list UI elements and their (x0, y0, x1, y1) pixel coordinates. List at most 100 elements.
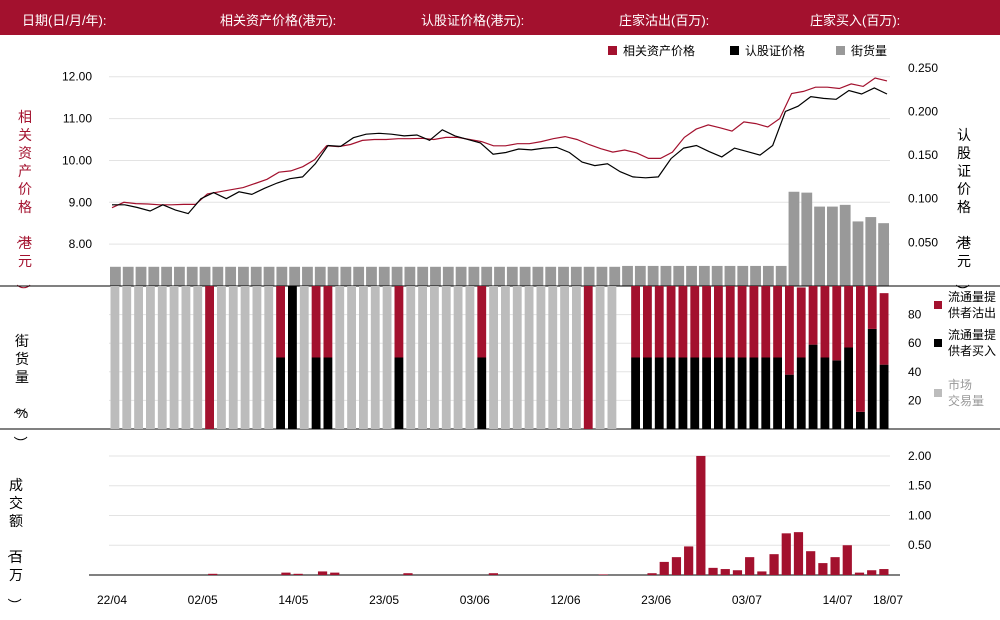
lp-buy-bar (288, 286, 297, 429)
lp-buy-bar (820, 357, 830, 429)
legend-marker (730, 46, 739, 55)
lp-buy-bar (867, 328, 877, 429)
legend-marker (608, 46, 617, 55)
outstanding-bar (737, 265, 749, 286)
market-volume-bar (465, 286, 475, 429)
outstanding-bar (852, 221, 864, 286)
outstanding-bar (494, 266, 505, 286)
outstanding-bar (558, 266, 569, 286)
market-volume-bar (217, 286, 226, 429)
turnover-bar (842, 545, 852, 575)
lp-buy-bar (714, 357, 723, 429)
outstanding-bar (430, 266, 441, 286)
outstanding-bar (634, 265, 646, 286)
legend-marker (934, 339, 942, 347)
lp-buy-bar (785, 374, 794, 429)
market-volume-bar (489, 286, 498, 429)
lp-buy-bar (643, 357, 652, 429)
outstanding-bar (660, 265, 672, 286)
lp-sell-bar (583, 286, 593, 429)
outstanding-bar (174, 266, 185, 286)
outstanding-bar (186, 266, 198, 286)
lp-sell-bar (394, 286, 404, 358)
lp-sell-bar (785, 286, 794, 375)
outstanding-bar (238, 266, 249, 286)
lp-buy-bar (844, 347, 853, 429)
lp-sell-bar (879, 293, 889, 365)
lp-sell-bar (808, 286, 818, 345)
market-volume-bar (347, 286, 356, 429)
pct-axis-tick: 20 (908, 393, 922, 407)
outstanding-bar (250, 266, 262, 286)
outstanding-bar (455, 266, 467, 286)
outstanding-bar (609, 266, 621, 286)
outstanding-bar (468, 266, 480, 286)
market-volume-bar (548, 286, 558, 429)
market-volume-bar (134, 286, 143, 429)
underlying-price-label: 相关资产价格(港元): (220, 13, 337, 28)
outstanding-bar (161, 266, 173, 286)
lp-buy-bar (678, 357, 688, 429)
outstanding-bar (775, 265, 787, 286)
turnover-bar (867, 570, 877, 575)
left-axis-tick: 9.00 (69, 195, 93, 209)
lp-buy-bar (749, 357, 759, 429)
lp-buy-bar (477, 357, 487, 429)
lp-buy-bar (654, 357, 664, 429)
legend-label: 市场 (948, 377, 972, 392)
lp-sell-bar (690, 286, 700, 358)
legend-label: 相关资产价格 (623, 43, 695, 58)
lp-sell-bar (856, 286, 865, 412)
market-volume-bar (252, 286, 262, 429)
lp-buy-bar (808, 344, 818, 429)
legend-label: 流通量提 (948, 327, 996, 342)
turnover-bar (696, 455, 706, 575)
lp-sell-bar (276, 286, 285, 358)
right-axis-tick: 0.200 (908, 104, 938, 118)
lp-sell-bar (773, 286, 782, 358)
legend-label: 供者沽出 (948, 306, 996, 320)
turnover-bar (659, 561, 669, 575)
lp-sell-bar (631, 286, 640, 358)
outstanding-bar (110, 266, 121, 286)
x-axis-tick: 23/05 (369, 593, 399, 607)
lp-buy-bar (690, 357, 700, 429)
outstanding-bar (686, 265, 697, 286)
turnover-bar (488, 573, 498, 575)
turnover-bar (330, 572, 340, 575)
outstanding-bar (519, 266, 531, 286)
turnover-bar (854, 572, 865, 575)
market-volume-bar (453, 286, 463, 429)
lp-buy-bar (394, 357, 404, 429)
market-volume-bar (406, 286, 416, 429)
x-axis-tick: 22/04 (97, 593, 127, 607)
market-volume-bar (595, 286, 605, 429)
x-axis-tick: 12/06 (550, 593, 580, 607)
turnover-bar (598, 574, 608, 575)
turnover-bar (403, 573, 413, 575)
x-axis-tick: 14/07 (823, 593, 853, 607)
lp-buy-bar (276, 357, 285, 429)
left-axis-tick: 11.00 (63, 112, 92, 126)
market-volume-bar (264, 286, 274, 429)
market-volume-bar (430, 286, 439, 429)
lp-buy-bar (832, 360, 842, 429)
lp-buy-bar (725, 357, 735, 429)
lp-buy-bar (761, 357, 771, 429)
x-axis-tick: 14/05 (278, 593, 308, 607)
market-volume-bar (146, 286, 155, 429)
turnover-axis-tick: 2.00 (908, 449, 932, 463)
outstanding-bar (762, 265, 774, 286)
outstanding-bar (366, 266, 377, 286)
outstanding-bar (570, 266, 582, 286)
lp-buy-bar (311, 357, 321, 429)
turnover-bar (281, 572, 291, 575)
turnover-bar (806, 551, 816, 575)
turnover-axis-tick: 1.50 (908, 479, 932, 493)
outstanding-bar (839, 204, 851, 286)
outstanding-bar (814, 206, 825, 286)
lp-sell-bar (311, 286, 321, 358)
outstanding-bar (583, 266, 595, 286)
turnover-bar (732, 570, 743, 575)
